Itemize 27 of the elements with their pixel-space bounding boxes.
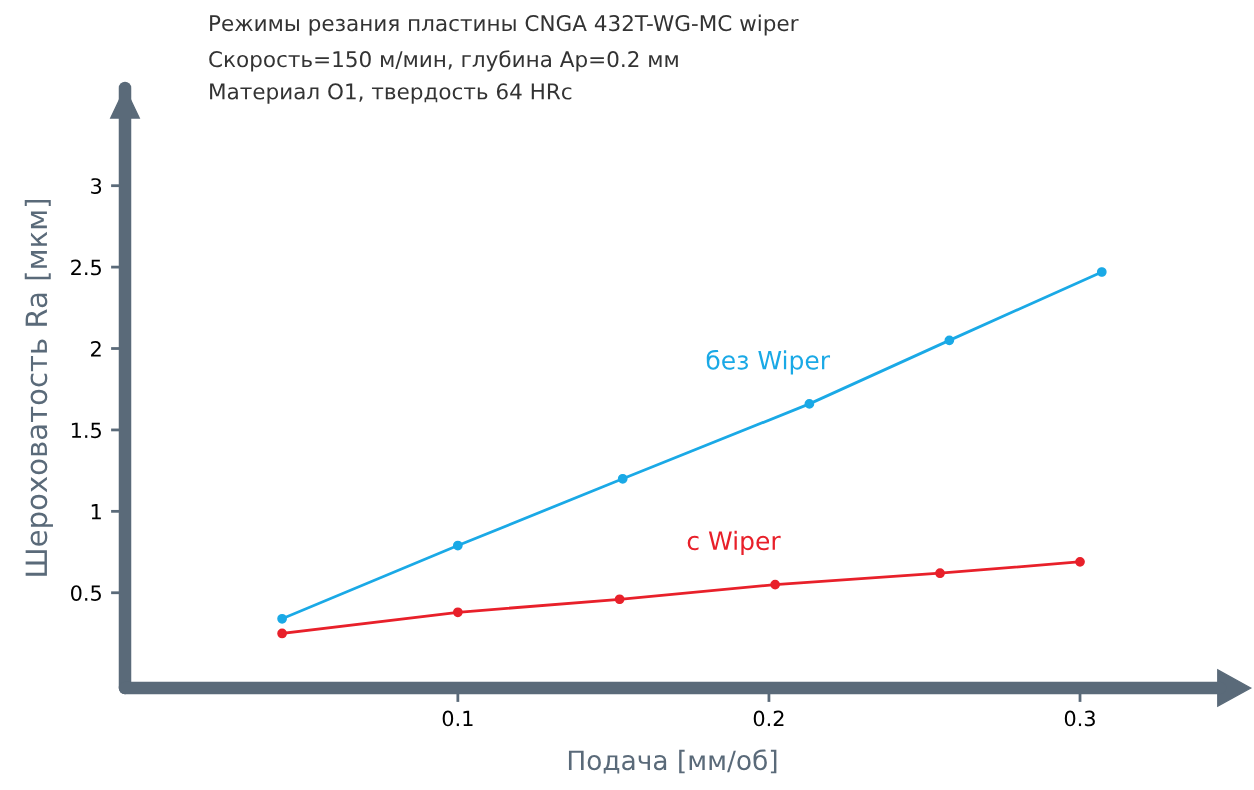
y-tick-label: 1.5 — [71, 422, 101, 439]
point — [944, 335, 955, 346]
point — [1096, 267, 1107, 277]
point — [1075, 556, 1085, 567]
x-tick-label: 0.3 — [1064, 710, 1095, 727]
point — [804, 399, 815, 409]
chart-title: Режимы резания пластины CNGA 432T-WG-MC wiper — [210, 14, 799, 36]
y-axis-title: Шероховатость Ra [мкм] — [24, 199, 53, 576]
y-tick-label: 1 — [91, 504, 101, 520]
x-tick-label: 0.1 — [442, 710, 473, 727]
point — [770, 579, 781, 590]
point — [614, 594, 625, 605]
point — [277, 613, 287, 624]
chart-subtitle: Скорость=150 м/мин, глубина Ap=0.2 мм Материал O1, твердость 64 HRc — [209, 50, 678, 104]
point — [452, 607, 463, 618]
y-tick-label: 0.5 — [71, 585, 101, 601]
point — [935, 568, 945, 579]
y-tick-label: 2 — [91, 340, 101, 357]
series-label: без Wiper — [706, 349, 831, 375]
series-label: с Wiper — [687, 530, 781, 556]
y-tick-label: 2.5 — [71, 259, 101, 276]
y-tick-label: 3 — [91, 178, 102, 194]
point — [452, 540, 463, 551]
x-axis-title: Подача [мм/об] — [568, 749, 777, 774]
point — [277, 628, 287, 639]
point — [617, 473, 628, 484]
x-tick-label: 0.2 — [753, 710, 784, 727]
